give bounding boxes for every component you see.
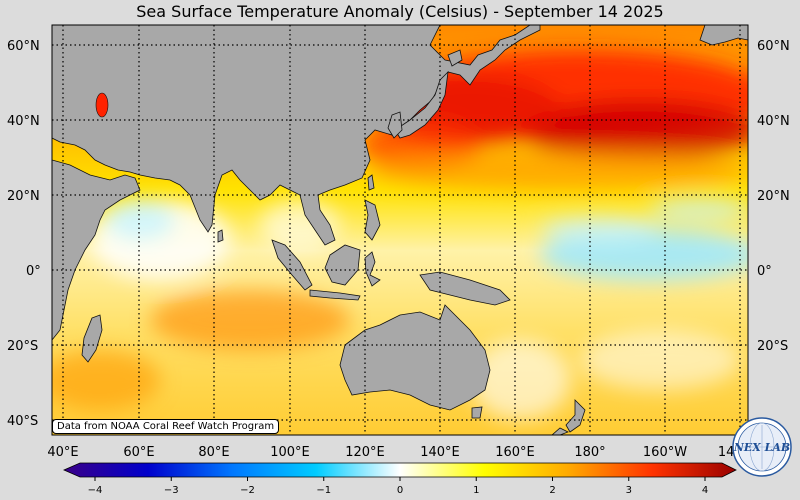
lat-label: 0° bbox=[757, 264, 772, 279]
data-credit: Data from NOAA Coral Reef Watch Program bbox=[52, 419, 280, 434]
longitude-labels: 40°E 60°E 80°E 100°E 120°E 140°E 160°E 1… bbox=[47, 445, 762, 460]
map-frame bbox=[51, 24, 749, 436]
lat-label: 20°S bbox=[757, 339, 788, 354]
lon-label: 160°E bbox=[495, 445, 535, 460]
lon-label: 40°E bbox=[47, 445, 78, 460]
colorbar-tick-label: 1 bbox=[473, 485, 479, 496]
colorbar-tick-label: 2 bbox=[549, 485, 555, 496]
colorbar-ramp bbox=[63, 462, 737, 478]
colorbar-tick-label: 4 bbox=[702, 485, 708, 496]
colorbar-tick-label: −3 bbox=[164, 485, 179, 496]
lat-label: 20°S bbox=[7, 339, 38, 354]
lon-label: 180° bbox=[574, 445, 605, 460]
colorbar-tick-label: −4 bbox=[88, 485, 103, 496]
lon-label: 140°E bbox=[420, 445, 460, 460]
graticule bbox=[52, 25, 748, 435]
lon-label: 100°E bbox=[270, 445, 310, 460]
colorbar-tick-label: −2 bbox=[240, 485, 255, 496]
lon-label: 160°W bbox=[643, 445, 687, 460]
lon-label: 80°E bbox=[198, 445, 229, 460]
lat-label: 40°S bbox=[7, 414, 38, 429]
lat-label: 20°N bbox=[757, 189, 790, 204]
lon-label: 60°E bbox=[123, 445, 154, 460]
lat-label: 60°N bbox=[7, 39, 40, 54]
map-area bbox=[52, 25, 748, 435]
lat-label: 60°N bbox=[757, 39, 790, 54]
lon-label: 120°E bbox=[345, 445, 385, 460]
lat-label: 0° bbox=[26, 264, 41, 279]
lat-label: 20°N bbox=[7, 189, 40, 204]
land-masses bbox=[52, 25, 748, 435]
colorbar-tick-label: 0 bbox=[397, 485, 403, 496]
colorbar-tick-label: 3 bbox=[626, 485, 632, 496]
nexlab-logo: NEX LAB bbox=[732, 417, 792, 477]
colorbar: −4 −3 −2 −1 0 1 2 3 4 bbox=[63, 462, 737, 496]
map-title: Sea Surface Temperature Anomaly (Celsius… bbox=[136, 2, 664, 21]
lat-label: 40°N bbox=[7, 114, 40, 129]
latitude-labels-right: 60°N 40°N 20°N 0° 20°S bbox=[757, 39, 790, 354]
latitude-labels-left: 60°N 40°N 20°N 0° 20°S 40°S bbox=[7, 39, 41, 429]
logo-text: NEX LAB bbox=[733, 441, 790, 454]
colorbar-tick-marks: −4 −3 −2 −1 0 1 2 3 4 bbox=[88, 477, 708, 496]
caspian-sea bbox=[95, 92, 109, 118]
lat-label: 40°N bbox=[757, 114, 790, 129]
colorbar-tick-label: −1 bbox=[316, 485, 331, 496]
